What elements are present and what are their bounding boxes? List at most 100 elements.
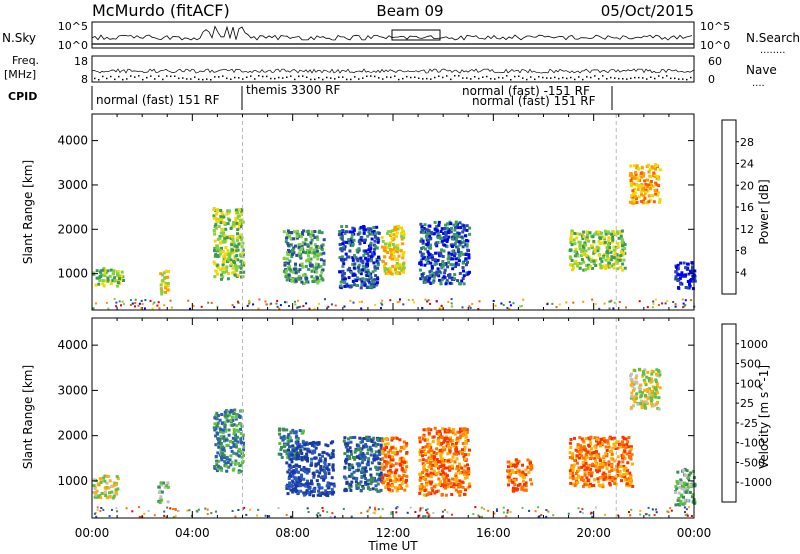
velocity-cell: [377, 466, 381, 470]
velocity-cell: [221, 428, 225, 432]
power-cell: [450, 245, 454, 248]
velocity-cell: [291, 444, 295, 448]
velocity-cell: [361, 440, 364, 444]
velocity-cell: [391, 479, 395, 483]
velocity-cell: [307, 511, 310, 513]
power-cell: [653, 165, 656, 169]
velocity-cell: [297, 451, 301, 455]
nave-dot: [406, 75, 408, 78]
power-cell: [364, 270, 368, 274]
velocity-cell: [372, 454, 376, 458]
velocity-cell: [423, 489, 427, 492]
velocity-cell: [693, 484, 697, 488]
power-cell: [166, 288, 170, 292]
velocity-cell: [399, 449, 403, 453]
freq-line: [91, 68, 695, 74]
velocity-cell: [360, 447, 364, 451]
power-cell: [448, 273, 452, 277]
power-cell: [320, 270, 324, 274]
nave-dot: [566, 77, 568, 80]
velocity-cell: [293, 451, 297, 455]
velocity-cell: [688, 506, 690, 509]
velocity-cluster-11: [629, 367, 662, 411]
power-cell: [248, 301, 251, 304]
velocity-cell: [96, 508, 99, 511]
velocity-cell: [359, 440, 363, 444]
power-cell: [606, 251, 610, 255]
power-cell: [101, 273, 105, 277]
power-cell: [105, 301, 108, 304]
velocity-cell: [679, 499, 683, 503]
power-cell: [213, 249, 216, 253]
power-cell: [420, 237, 424, 241]
velocity-cell: [461, 442, 465, 445]
velocity-cell: [230, 409, 234, 413]
power-cell: [298, 235, 302, 238]
power-cell: [608, 262, 611, 266]
velocity-cell: [227, 465, 231, 469]
nave-dot: [346, 78, 348, 81]
power-cell: [353, 273, 357, 277]
nave-dot: [582, 78, 584, 81]
velocity-cell: [378, 462, 382, 466]
power-cell: [346, 268, 350, 272]
velocity-cell: [443, 430, 447, 434]
power-cell: [380, 236, 384, 240]
velocity-cell: [629, 377, 633, 381]
power-cell: [645, 201, 649, 205]
power-cell: [443, 227, 447, 230]
power-cell: [584, 243, 588, 247]
power-cell: [455, 233, 459, 237]
nave-dot: [570, 76, 572, 79]
velocity-cell: [238, 454, 241, 458]
power-cell: [120, 274, 124, 278]
velocity-cell: [385, 437, 389, 441]
power-cell: [297, 246, 301, 250]
velocity-cell: [295, 480, 299, 484]
velocity-cell: [506, 511, 509, 514]
power-cell: [458, 271, 462, 275]
power-cell: [295, 235, 299, 238]
power-cell: [221, 275, 225, 279]
power-cell: [240, 245, 244, 249]
velocity-cell: [379, 471, 383, 475]
velocity-cell: [447, 426, 451, 430]
velocity-cell: [630, 380, 634, 384]
velocity-cell: [445, 476, 448, 480]
power-cell: [500, 302, 503, 305]
velocity-cell: [436, 489, 440, 493]
velocity-cell: [215, 463, 219, 467]
nave-dot: [110, 75, 112, 78]
power-cell: [348, 241, 351, 245]
velocity-cell: [321, 451, 325, 455]
power-cell: [322, 262, 326, 266]
velocity-cluster-7: [380, 436, 409, 493]
velocity-cell: [92, 491, 96, 494]
power-data-cells: [92, 114, 697, 310]
nave-dot: [202, 78, 204, 81]
velocity-cell: [496, 508, 498, 511]
velocity-cell: [453, 478, 457, 481]
power-cell: [305, 248, 309, 252]
power-cell: [316, 263, 320, 267]
velocity-cell: [623, 478, 627, 482]
power-cell: [421, 228, 425, 232]
power-cell: [444, 234, 448, 238]
velocity-cell: [352, 470, 356, 474]
velocity-cluster-8: [418, 426, 472, 497]
velocity-cell: [310, 461, 313, 465]
velocity-cell: [615, 441, 619, 444]
power-cell: [219, 241, 223, 245]
velocity-cell: [331, 465, 335, 469]
velocity-cell: [291, 480, 295, 484]
velocity-cell: [451, 477, 455, 481]
nave-dot: [298, 75, 300, 78]
power-cell: [152, 303, 154, 306]
power-cell: [361, 268, 365, 272]
nave-dot: [606, 78, 608, 80]
velocity-cell: [573, 484, 577, 487]
nave-dot: [218, 76, 220, 78]
power-cell: [300, 235, 304, 239]
power-cell: [218, 248, 222, 252]
velocity-cell: [295, 434, 299, 438]
